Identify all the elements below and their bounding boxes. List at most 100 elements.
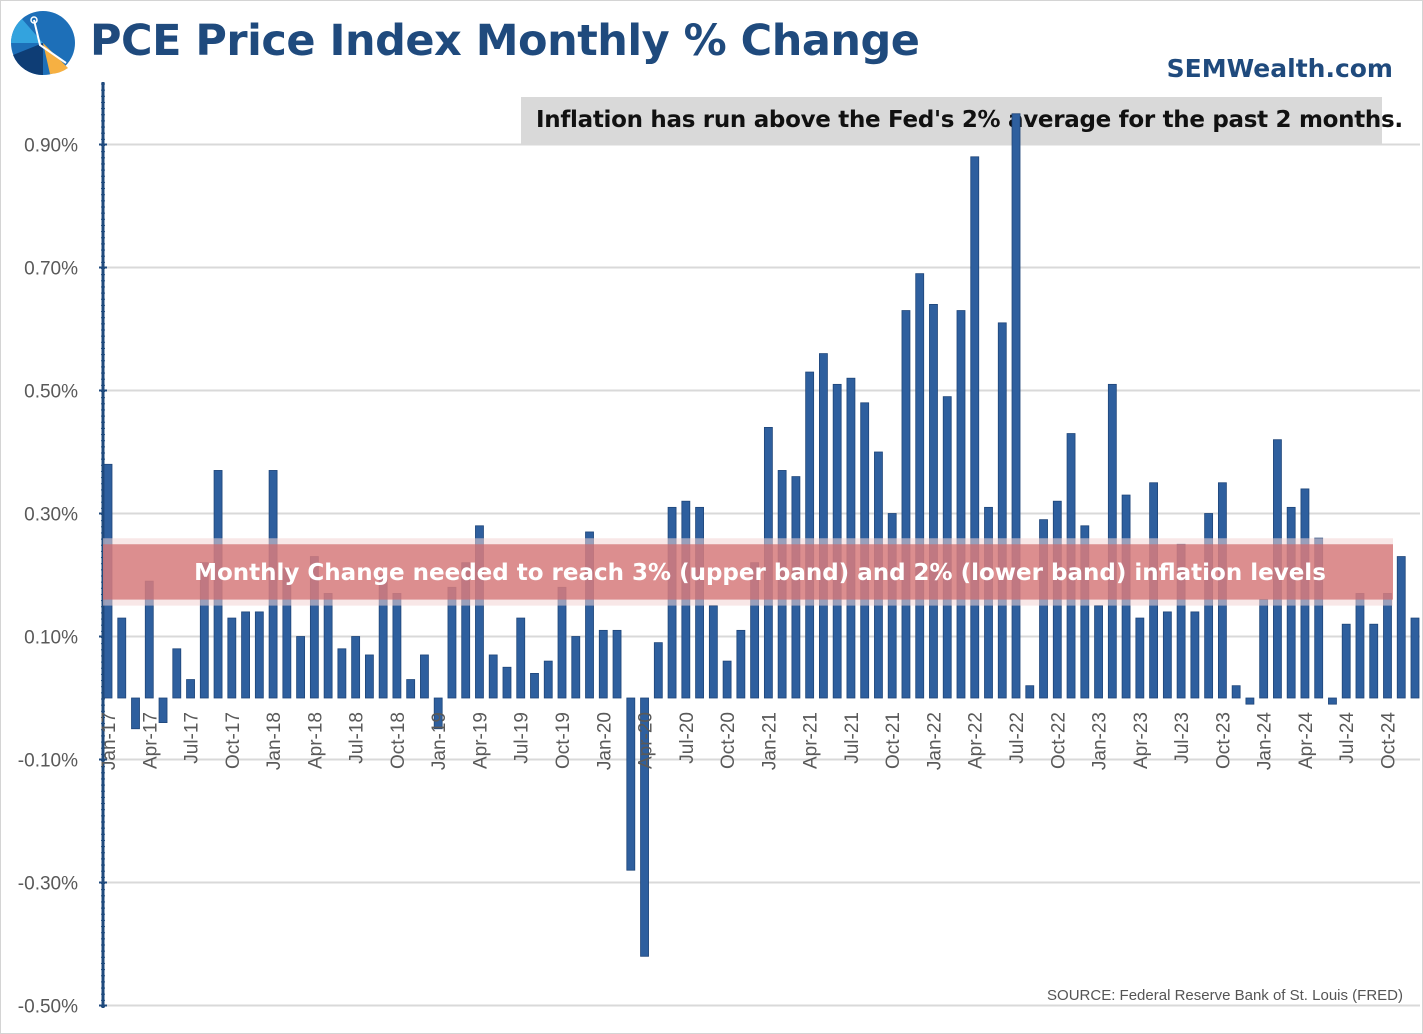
bar <box>364 654 374 699</box>
bar <box>1259 599 1269 699</box>
bar <box>351 636 361 699</box>
bar <box>543 660 553 699</box>
x-tick-label: Apr-23 <box>1131 712 1152 769</box>
bar <box>406 679 416 699</box>
bar <box>1314 537 1324 699</box>
x-tick-label: Oct-21 <box>883 712 904 769</box>
x-tick-label: Apr-24 <box>1296 712 1317 769</box>
x-tick-label: Oct-18 <box>388 712 409 769</box>
bar <box>227 617 237 699</box>
bar <box>172 648 182 699</box>
x-tick-label: Jul-24 <box>1337 712 1358 764</box>
x-tick-label: Jan-18 <box>264 712 285 770</box>
x-tick-label: Jul-19 <box>512 712 533 764</box>
bar <box>929 303 938 699</box>
chart-title: PCE Price Index Monthly % Change <box>90 16 920 66</box>
bar <box>708 605 718 699</box>
compass-pie-logo-icon <box>11 11 75 76</box>
bar <box>131 697 140 730</box>
bar <box>530 673 539 699</box>
bar <box>1162 611 1172 699</box>
bar <box>612 629 622 699</box>
x-tick-label: Apr-20 <box>636 712 657 769</box>
bar <box>1039 519 1048 699</box>
bar <box>1094 605 1103 699</box>
site-brand[interactable]: SEMWealth.com <box>1166 54 1393 83</box>
bar <box>956 310 966 699</box>
bar <box>420 654 429 699</box>
bar <box>488 654 498 699</box>
bar <box>323 593 333 699</box>
bar <box>1341 623 1351 699</box>
x-tick-label: Jan-23 <box>1090 712 1111 770</box>
bar <box>254 611 264 699</box>
bar <box>1025 685 1035 699</box>
x-tick-label: Jan-21 <box>759 712 780 770</box>
x-tick-label: Apr-19 <box>470 712 491 769</box>
bar <box>846 377 856 699</box>
bar <box>1328 697 1337 705</box>
bar <box>901 310 911 699</box>
x-tick-label: Oct-20 <box>718 712 739 769</box>
y-tick-label: -0.50% <box>18 997 78 1018</box>
bar <box>392 593 402 699</box>
bar <box>640 697 649 957</box>
bar <box>915 273 925 699</box>
bar <box>1011 113 1021 699</box>
bar <box>516 617 526 699</box>
bar <box>186 679 195 699</box>
bar <box>805 371 815 699</box>
bar <box>653 642 663 699</box>
bar <box>296 636 306 699</box>
callout-box: Inflation has run above the Fed's 2% ave… <box>521 97 1403 145</box>
bar <box>1410 617 1420 699</box>
source-note: SOURCE: Federal Reserve Bank of St. Loui… <box>1047 987 1403 1004</box>
bar <box>1245 697 1255 705</box>
bar <box>585 531 594 699</box>
x-tick-label: Jan-24 <box>1255 712 1276 771</box>
x-tick-label: Jul-20 <box>677 712 698 764</box>
bar <box>887 513 897 699</box>
bar <box>1369 623 1379 699</box>
x-tick-label: Apr-22 <box>966 712 987 769</box>
bar <box>1080 525 1090 699</box>
callout-text: Inflation has run above the Fed's 2% ave… <box>536 107 1403 133</box>
bar <box>598 629 608 699</box>
bar <box>1355 593 1365 699</box>
bar <box>722 660 732 699</box>
bar <box>502 666 512 699</box>
x-tick-label: Jul-21 <box>842 712 863 764</box>
bar <box>1383 593 1392 699</box>
x-tick-label: Apr-17 <box>140 712 161 769</box>
x-tick-label: Apr-21 <box>801 712 822 769</box>
bar <box>1231 685 1241 699</box>
bar <box>475 525 484 699</box>
x-tick-label: Oct-17 <box>223 712 244 769</box>
y-tick-label: 0.10% <box>24 628 78 649</box>
y-tick-label: 0.90% <box>24 136 78 157</box>
target-band <box>103 544 1393 600</box>
bar <box>241 611 250 699</box>
x-tick-label: Jan-17 <box>99 712 120 770</box>
x-tick-label: Jul-18 <box>347 712 368 764</box>
y-tick-label: -0.10% <box>18 751 78 772</box>
y-tick-label: 0.70% <box>24 259 78 280</box>
x-tick-label: Jul-22 <box>1007 712 1028 764</box>
bar <box>117 617 127 699</box>
bar <box>819 353 828 699</box>
bar <box>736 629 746 699</box>
bar <box>571 636 581 699</box>
x-tick-label: Oct-22 <box>1048 712 1069 769</box>
bar <box>970 156 980 699</box>
x-tick-label: Jan-19 <box>429 712 450 770</box>
bar <box>1204 513 1214 699</box>
target-band-label: Monthly Change needed to reach 3% (upper… <box>194 560 1326 586</box>
y-tick-label: -0.30% <box>18 874 78 895</box>
x-tick-label: Oct-23 <box>1213 712 1234 769</box>
x-tick-label: Apr-18 <box>305 712 326 769</box>
bar <box>433 697 443 730</box>
x-tick-label: Oct-24 <box>1378 712 1399 769</box>
bar <box>1396 556 1406 699</box>
x-tick-label: Jan-20 <box>594 712 615 770</box>
